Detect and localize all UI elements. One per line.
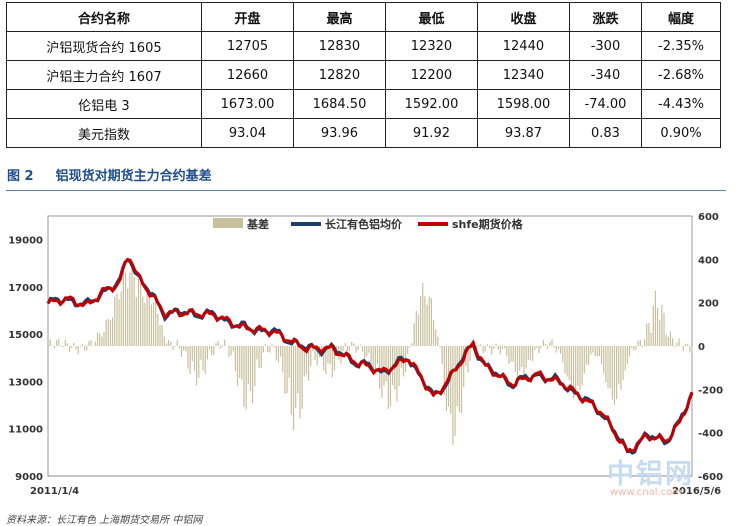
y-left-tick-label: 19000 bbox=[8, 236, 43, 247]
y-left-tick-label: 15000 bbox=[8, 330, 43, 341]
cell-low: 12320 bbox=[384, 31, 478, 61]
y-right-tick-label: -600 bbox=[698, 472, 723, 483]
table-row: 沪铝现货合约 1605 12705 12830 12320 12440 -300… bbox=[6, 31, 721, 61]
chart-svg: 9000 11000 13000 15000 17000 19000 -600 -400 -20… bbox=[8, 212, 723, 497]
cell-change: 0.83 bbox=[568, 118, 643, 148]
cell-percent: -4.43% bbox=[641, 89, 721, 119]
cell-close: 1598.00 bbox=[476, 89, 570, 119]
cell-percent: 0.90% bbox=[641, 118, 721, 148]
y-right-tick-label: -400 bbox=[698, 429, 723, 440]
cell-change: -74.00 bbox=[568, 89, 643, 119]
cell-high: 93.96 bbox=[292, 118, 386, 148]
legend-label: 长江有色铝均价 bbox=[325, 217, 403, 231]
cell-close: 93.87 bbox=[476, 118, 570, 148]
y-left-tick-label: 17000 bbox=[8, 283, 43, 294]
cell-open: 12660 bbox=[201, 60, 294, 90]
x-tick-start: 2011/1/4 bbox=[30, 486, 79, 497]
y-left-tick-label: 11000 bbox=[8, 425, 43, 436]
header-close: 收盘 bbox=[476, 2, 570, 32]
cell-percent: -2.35% bbox=[641, 31, 721, 61]
watermark-logo: 中铝网 bbox=[607, 459, 694, 490]
y-right-tick-label: -200 bbox=[698, 385, 723, 396]
cell-change: -340 bbox=[568, 60, 643, 90]
header-contract: 合约名称 bbox=[6, 2, 202, 32]
figure-number: 图 2 bbox=[7, 169, 34, 184]
cell-high: 12830 bbox=[292, 31, 386, 61]
cell-change: -300 bbox=[568, 31, 643, 61]
y-right-tick-label: 600 bbox=[698, 212, 719, 223]
cell-contract: 伦铝电 3 bbox=[6, 89, 202, 119]
table-row: 伦铝电 3 1673.00 1684.50 1592.00 1598.00 -7… bbox=[6, 89, 721, 119]
y-left-tick-label: 13000 bbox=[8, 377, 43, 388]
cell-low: 1592.00 bbox=[384, 89, 478, 119]
y-right-tick-label: 0 bbox=[698, 342, 705, 353]
cell-low: 12200 bbox=[384, 60, 478, 90]
cell-open: 93.04 bbox=[201, 118, 294, 148]
cell-percent: -2.68% bbox=[641, 60, 721, 90]
cell-high: 1684.50 bbox=[292, 89, 386, 119]
quote-table-header-row: 合约名称 开盘 最高 最低 收盘 涨跌 幅度 bbox=[6, 2, 721, 32]
y-right-tick-label: 200 bbox=[698, 299, 719, 310]
x-tick-end: 2016/5/6 bbox=[672, 486, 721, 497]
source-note: 资料来源：长江有色 上海期货交易所 中铝网 bbox=[6, 515, 203, 526]
table-row: 沪铝主力合约 1607 12660 12820 12200 12340 -340… bbox=[6, 60, 721, 90]
cell-low: 91.92 bbox=[384, 118, 478, 148]
y-left-tick-label: 9000 bbox=[15, 472, 43, 483]
figure-caption: 图 2 铝现货对期货主力合约基差 bbox=[7, 165, 212, 184]
series-line-shfe-futures bbox=[46, 257, 694, 454]
y-right-tick-label: 400 bbox=[698, 255, 719, 266]
cell-close: 12440 bbox=[476, 31, 570, 61]
basis-chart: 9000 11000 13000 15000 17000 19000 -600 -400 -20… bbox=[0, 204, 740, 504]
cell-contract: 沪铝主力合约 1607 bbox=[6, 60, 202, 90]
cell-close: 12340 bbox=[476, 60, 570, 90]
legend-swatch-basis bbox=[213, 218, 243, 228]
cell-high: 12820 bbox=[292, 60, 386, 90]
cell-contract: 美元指数 bbox=[6, 118, 202, 148]
legend-label: shfe期货价格 bbox=[452, 217, 524, 231]
header-percent: 幅度 bbox=[641, 2, 721, 32]
caption-divider bbox=[6, 190, 726, 191]
watermark-url: www.cnal.com bbox=[610, 487, 683, 498]
table-row: 美元指数 93.04 93.96 91.92 93.87 0.83 0.90% bbox=[6, 118, 721, 148]
header-low: 最低 bbox=[384, 2, 478, 32]
cell-contract: 沪铝现货合约 1605 bbox=[6, 31, 202, 61]
figure-title: 铝现货对期货主力合约基差 bbox=[55, 169, 212, 184]
header-high: 最高 bbox=[292, 2, 386, 32]
header-change: 涨跌 bbox=[568, 2, 643, 32]
cell-open: 12705 bbox=[201, 31, 294, 61]
header-open: 开盘 bbox=[201, 2, 294, 32]
legend-label: 基差 bbox=[246, 217, 269, 231]
quote-table: 合约名称 开盘 最高 最低 收盘 涨跌 幅度 沪铝现货合约 1605 12705… bbox=[6, 2, 721, 148]
cell-open: 1673.00 bbox=[201, 89, 294, 119]
